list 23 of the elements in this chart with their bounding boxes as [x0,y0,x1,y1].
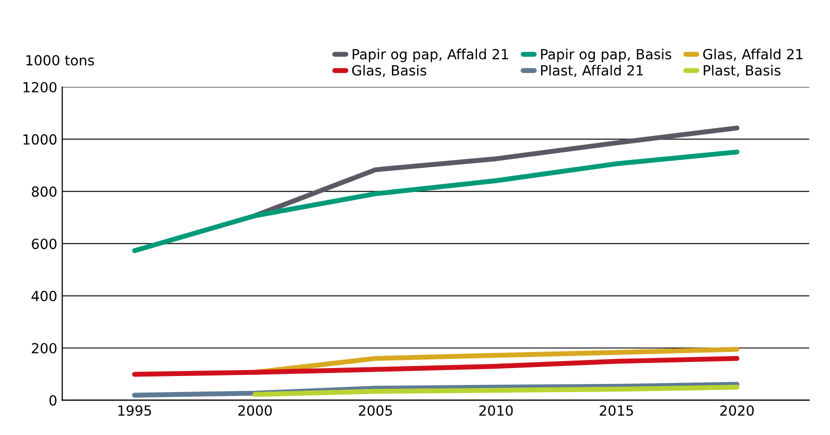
legend-label: Glas, Affald 21 [703,48,802,61]
legend-label: Papir og pap, Affald 21 [352,48,508,62]
x-tick-label: 2010 [479,405,513,416]
y-tick-label: 0 [49,395,56,406]
legend-label: Plast, Basis [704,64,780,78]
x-tick-label: 2000 [238,405,272,416]
y-tick-label: 400 [32,290,56,302]
x-tick-label: 1995 [118,405,151,416]
x-tick-label: 2015 [600,405,633,416]
legend-label: Glas, Basis [352,64,426,78]
y-tick-label: 600 [32,238,56,250]
legend-label: Plast, Affald 21 [541,64,643,78]
line-series [252,384,740,397]
y-tick-label: 1200 [24,82,56,92]
y-tick-label: 1000 [24,134,56,145]
line-series [132,150,740,254]
line-series [132,356,740,377]
x-tick-label: 2020 [720,405,754,416]
legend-label: Papir og pap, Basis [541,48,672,62]
y-tick-label: 800 [32,186,56,197]
x-tick-label: 2005 [358,405,392,416]
y-tick-label: 200 [32,342,56,354]
y-axis-title: 1000 tons [26,55,94,66]
